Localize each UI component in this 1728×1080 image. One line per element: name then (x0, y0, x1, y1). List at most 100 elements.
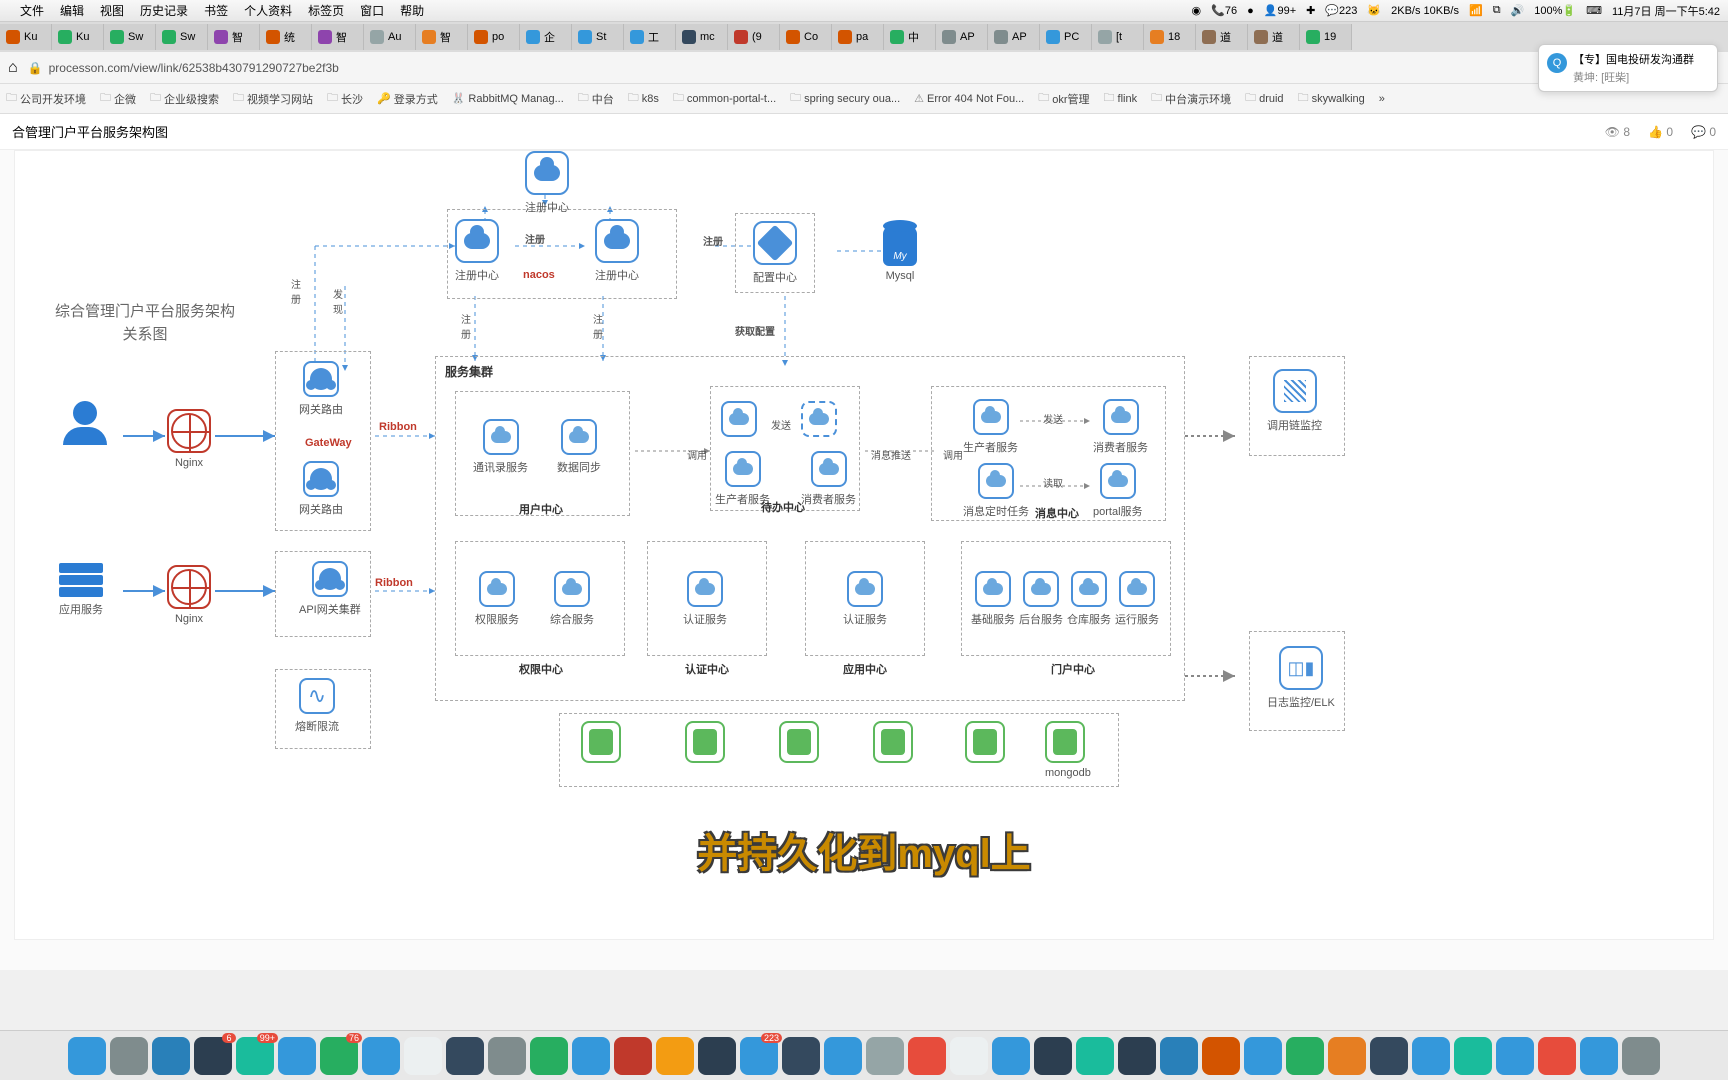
dock-app[interactable] (68, 1037, 106, 1075)
menu-help[interactable]: 帮助 (400, 2, 424, 19)
url-field[interactable]: 🔒 processon.com/view/link/62538b43079129… (28, 61, 1720, 75)
menu-bookmarks[interactable]: 书签 (204, 2, 228, 19)
dock-app[interactable]: 99+ (236, 1037, 274, 1075)
dock-app[interactable] (698, 1037, 736, 1075)
bookmark-item[interactable]: 🗀公司开发环境 (6, 89, 86, 108)
browser-tab[interactable]: Au (364, 24, 416, 50)
browser-tab[interactable]: mc (676, 24, 728, 50)
dock-app[interactable] (488, 1037, 526, 1075)
dock-app[interactable] (530, 1037, 568, 1075)
diagram-canvas[interactable]: 综合管理门户平台服务架构关系图 注册中心 注册中心 注册中心 nacos 注册 … (0, 150, 1728, 970)
bookmark-item[interactable]: 🐰RabbitMQ Manag... (452, 92, 564, 105)
browser-tab[interactable]: Sw (104, 24, 156, 50)
browser-tab[interactable]: 统 (260, 24, 312, 50)
menu-edit[interactable]: 编辑 (60, 2, 84, 19)
bookmark-item[interactable]: 🗀skywalking (1298, 89, 1365, 108)
browser-tab[interactable]: 企 (520, 24, 572, 50)
dock-app[interactable] (614, 1037, 652, 1075)
browser-tab[interactable]: 中 (884, 24, 936, 50)
browser-tab[interactable]: (9 (728, 24, 780, 50)
dock-app[interactable] (1286, 1037, 1324, 1075)
bookmark-item[interactable]: 🗀中台 (578, 89, 614, 108)
browser-tab[interactable]: Co (780, 24, 832, 50)
bookmark-item[interactable]: 🗀druid (1245, 89, 1283, 108)
browser-tab[interactable]: PC (1040, 24, 1092, 50)
bookmark-item[interactable]: 🗀spring secury oua... (790, 89, 900, 108)
menu-profile[interactable]: 个人资料 (244, 2, 292, 19)
browser-tab[interactable]: po (468, 24, 520, 50)
dock-app[interactable] (1160, 1037, 1198, 1075)
browser-tab[interactable]: [t (1092, 24, 1144, 50)
home-icon[interactable]: ⌂ (8, 59, 18, 77)
browser-tab[interactable]: St (572, 24, 624, 50)
bookmark-item[interactable]: 🗀okr管理 (1038, 89, 1089, 108)
dock-app[interactable] (656, 1037, 694, 1075)
dock-app[interactable] (908, 1037, 946, 1075)
dock-app[interactable] (1244, 1037, 1282, 1075)
bookmark-item[interactable]: 🗀common-portal-t... (673, 89, 776, 108)
dock-app[interactable] (278, 1037, 316, 1075)
browser-tab[interactable]: 工 (624, 24, 676, 50)
browser-tab[interactable]: Sw (156, 24, 208, 50)
dock-app[interactable] (782, 1037, 820, 1075)
bookmark-item[interactable]: ⚠Error 404 Not Fou... (914, 92, 1024, 105)
dock-app[interactable] (824, 1037, 862, 1075)
dock-app[interactable]: 6 (194, 1037, 232, 1075)
bookmark-overflow[interactable]: » (1379, 93, 1385, 105)
dock-app[interactable] (572, 1037, 610, 1075)
browser-tab[interactable]: 智 (208, 24, 260, 50)
dock-app[interactable] (992, 1037, 1030, 1075)
dock-app[interactable] (446, 1037, 484, 1075)
dock-app[interactable] (1202, 1037, 1240, 1075)
browser-tab[interactable]: 智 (416, 24, 468, 50)
menu-tabs[interactable]: 标签页 (308, 2, 344, 19)
dock-app[interactable] (1076, 1037, 1114, 1075)
browser-tab[interactable]: 智 (312, 24, 364, 50)
dock-app[interactable] (866, 1037, 904, 1075)
menu-file[interactable]: 文件 (20, 2, 44, 19)
region-dbs (559, 713, 1119, 787)
dock-app[interactable] (1328, 1037, 1366, 1075)
browser-tab[interactable]: Ku (0, 24, 52, 50)
dock-app[interactable] (950, 1037, 988, 1075)
browser-tab[interactable]: pa (832, 24, 884, 50)
browser-tab[interactable]: AP (936, 24, 988, 50)
node-perm-svc: 权限服务 (475, 571, 519, 627)
dock-app[interactable] (1496, 1037, 1534, 1075)
comment-count[interactable]: 💬 0 (1691, 125, 1716, 139)
bookmark-item[interactable]: 🗀长沙 (327, 89, 363, 108)
dock-app[interactable]: 76 (320, 1037, 358, 1075)
browser-tab[interactable]: 道 (1248, 24, 1300, 50)
browser-tab[interactable]: 18 (1144, 24, 1196, 50)
dock-app[interactable] (1538, 1037, 1576, 1075)
menu-window[interactable]: 窗口 (360, 2, 384, 19)
dock-app[interactable] (1454, 1037, 1492, 1075)
browser-tab[interactable]: Ku (52, 24, 104, 50)
page-title: 合管理门户平台服务架构图 (12, 122, 168, 141)
dock-app[interactable] (362, 1037, 400, 1075)
dock-app[interactable] (152, 1037, 190, 1075)
dock-app[interactable] (404, 1037, 442, 1075)
dock-app[interactable] (1412, 1037, 1450, 1075)
bookmark-item[interactable]: 🗀视频学习网站 (233, 89, 313, 108)
dock-app[interactable] (1622, 1037, 1660, 1075)
like-count[interactable]: 👍 0 (1648, 125, 1673, 139)
bookmark-item[interactable]: 🗀企微 (100, 89, 136, 108)
bookmark-item[interactable]: 🗀企业级搜索 (150, 89, 219, 108)
browser-tab[interactable]: 道 (1196, 24, 1248, 50)
browser-tab[interactable]: AP (988, 24, 1040, 50)
dock-app[interactable] (1118, 1037, 1156, 1075)
dock-app[interactable] (1580, 1037, 1618, 1075)
dock-app[interactable]: 223 (740, 1037, 778, 1075)
dock-app[interactable] (110, 1037, 148, 1075)
browser-tab[interactable]: 19 (1300, 24, 1352, 50)
dock-app[interactable] (1034, 1037, 1072, 1075)
menu-view[interactable]: 视图 (100, 2, 124, 19)
bookmark-item[interactable]: 🔑登录方式 (377, 91, 438, 107)
menu-history[interactable]: 历史记录 (140, 2, 188, 19)
bookmark-item[interactable]: 🗀中台演示环境 (1151, 89, 1231, 108)
bookmark-item[interactable]: 🗀k8s (628, 89, 659, 108)
notification-popup[interactable]: Q 【专】国电投研发沟通群 黄坤: [旺柴] (1538, 44, 1718, 92)
dock-app[interactable] (1370, 1037, 1408, 1075)
bookmark-item[interactable]: 🗀flink (1104, 89, 1138, 108)
